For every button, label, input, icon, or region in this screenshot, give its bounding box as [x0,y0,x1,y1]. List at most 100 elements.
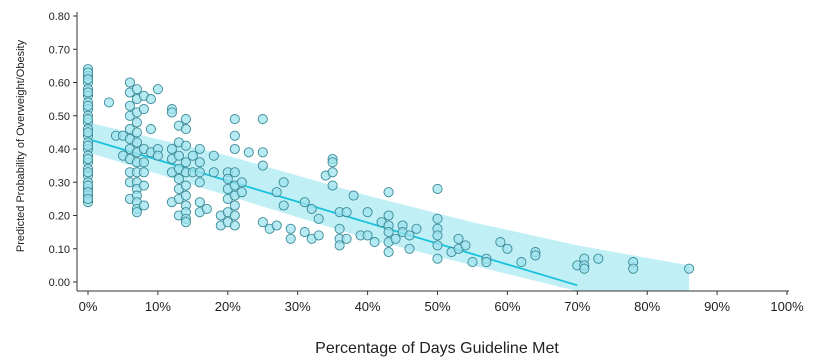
data-point [229,143,240,155]
x-tick-label: 30% [285,299,311,314]
data-point [390,233,401,244]
data-point [131,84,142,95]
data-point [180,190,191,201]
data-point [82,140,94,151]
data-point [278,177,289,188]
data-point [299,227,310,238]
data-point [383,187,394,198]
data-point [208,150,219,161]
data-point [138,180,149,191]
x-tick-label: 40% [355,299,381,314]
data-point [180,217,191,228]
data-points-layer [82,64,695,274]
data-point [152,84,163,95]
data-point [173,173,184,184]
data-point [180,114,191,125]
y-tick-label: 0.50 [49,111,70,123]
data-point [271,187,282,198]
data-point [82,193,94,204]
data-point [432,240,443,251]
data-point [313,213,324,224]
data-point [404,230,415,241]
data-point [299,197,310,208]
data-point [82,87,94,98]
data-point [82,153,94,165]
data-point [124,100,135,111]
data-point [285,233,296,244]
data-point [341,207,352,218]
data-point [453,233,464,244]
x-tick-label: 90% [704,299,730,314]
data-point [82,74,94,85]
x-tick-label: 100% [770,299,804,314]
x-tick-label: 80% [634,299,660,314]
data-point [173,150,184,161]
data-point [502,243,513,254]
data-point [285,223,296,234]
data-point [194,143,205,155]
data-point [257,147,268,158]
data-point [131,117,142,128]
x-tick-label: 60% [494,299,520,314]
data-point [229,167,240,178]
data-point [82,127,94,138]
y-axis-title: Predicted Probability of Overweight/Obes… [15,39,27,252]
axes-layer [76,12,789,292]
data-point [341,233,352,244]
data-point [236,177,247,188]
y-tick-label: 0.20 [49,211,70,223]
x-ticks-layer: 0% 10% 20% 30% 40% 50% 60% 70% 80% 90% 100% [79,291,804,314]
data-point [229,200,240,211]
data-point [236,187,247,198]
data-point [383,210,394,221]
data-point [432,213,443,224]
data-point [460,240,471,251]
y-ticks-layer: 0.00 0.10 0.20 0.30 0.40 0.50 0.60 0.70 0.80 [49,11,77,289]
x-tick-label: 0% [79,299,98,314]
data-point [467,257,478,268]
data-point [145,94,156,105]
data-point [362,230,373,241]
data-point [194,167,205,178]
data-point [327,180,338,191]
data-point [257,160,268,171]
data-point [103,97,115,108]
data-point [334,240,345,251]
data-point [82,100,94,111]
data-point [180,140,191,151]
y-tick-label: 0.80 [49,11,70,23]
data-point [194,177,205,188]
data-point [222,173,233,184]
data-point [124,77,135,88]
data-point [194,157,205,168]
data-point [369,237,380,248]
y-tick-label: 0.40 [49,144,70,156]
y-tick-label: 0.70 [49,44,70,56]
confidence-band-layer [88,122,690,292]
x-axis-title: Percentage of Days Guideline Met [315,340,559,357]
x-tick-label: 20% [215,299,241,314]
data-point [166,107,177,118]
data-point [593,253,604,264]
data-point [138,200,149,211]
data-point [362,207,373,218]
data-point [180,180,191,191]
y-tick-label: 0.00 [49,277,70,289]
data-point [82,167,94,178]
data-point [327,167,338,178]
data-point [404,243,415,254]
data-point [131,137,142,148]
data-point [628,263,639,274]
data-point [229,220,240,231]
data-point [180,157,191,168]
data-point [481,257,492,268]
data-point [411,223,422,234]
data-point [334,223,345,234]
data-point [348,190,359,201]
y-tick-label: 0.10 [49,244,70,256]
x-tick-label: 70% [564,299,590,314]
data-point [432,230,443,241]
data-point [530,250,541,261]
data-point [271,220,282,231]
